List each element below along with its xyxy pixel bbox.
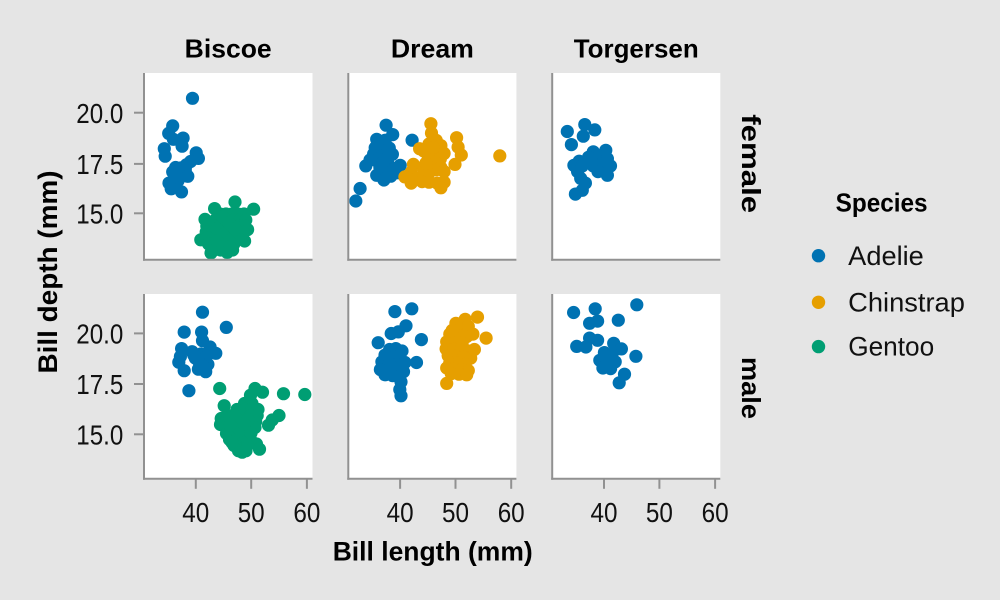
svg-text:Dream: Dream (391, 34, 474, 64)
svg-text:60: 60 (293, 497, 320, 528)
svg-text:50: 50 (442, 497, 469, 528)
svg-text:15.0: 15.0 (76, 420, 123, 451)
svg-text:Adelie: Adelie (848, 241, 924, 271)
svg-text:17.5: 17.5 (76, 149, 123, 180)
svg-text:Bill length (mm): Bill length (mm) (333, 537, 533, 567)
svg-text:60: 60 (702, 497, 729, 528)
svg-text:40: 40 (182, 497, 209, 528)
svg-text:Species: Species (836, 188, 928, 218)
svg-text:50: 50 (646, 497, 673, 528)
svg-text:40: 40 (591, 497, 618, 528)
svg-text:Gentoo: Gentoo (848, 332, 934, 362)
svg-text:15.0: 15.0 (76, 199, 123, 230)
svg-text:40: 40 (387, 497, 414, 528)
svg-text:female: female (736, 114, 766, 213)
svg-text:Bill depth (mm): Bill depth (mm) (33, 171, 63, 374)
svg-text:20.0: 20.0 (76, 98, 123, 129)
svg-text:male: male (736, 357, 766, 419)
svg-text:60: 60 (498, 497, 525, 528)
svg-text:Torgersen: Torgersen (574, 34, 699, 64)
svg-text:17.5: 17.5 (76, 369, 123, 400)
svg-text:Biscoe: Biscoe (185, 34, 272, 64)
svg-text:50: 50 (238, 497, 265, 528)
svg-text:20.0: 20.0 (76, 319, 123, 350)
svg-text:Chinstrap: Chinstrap (848, 287, 965, 317)
